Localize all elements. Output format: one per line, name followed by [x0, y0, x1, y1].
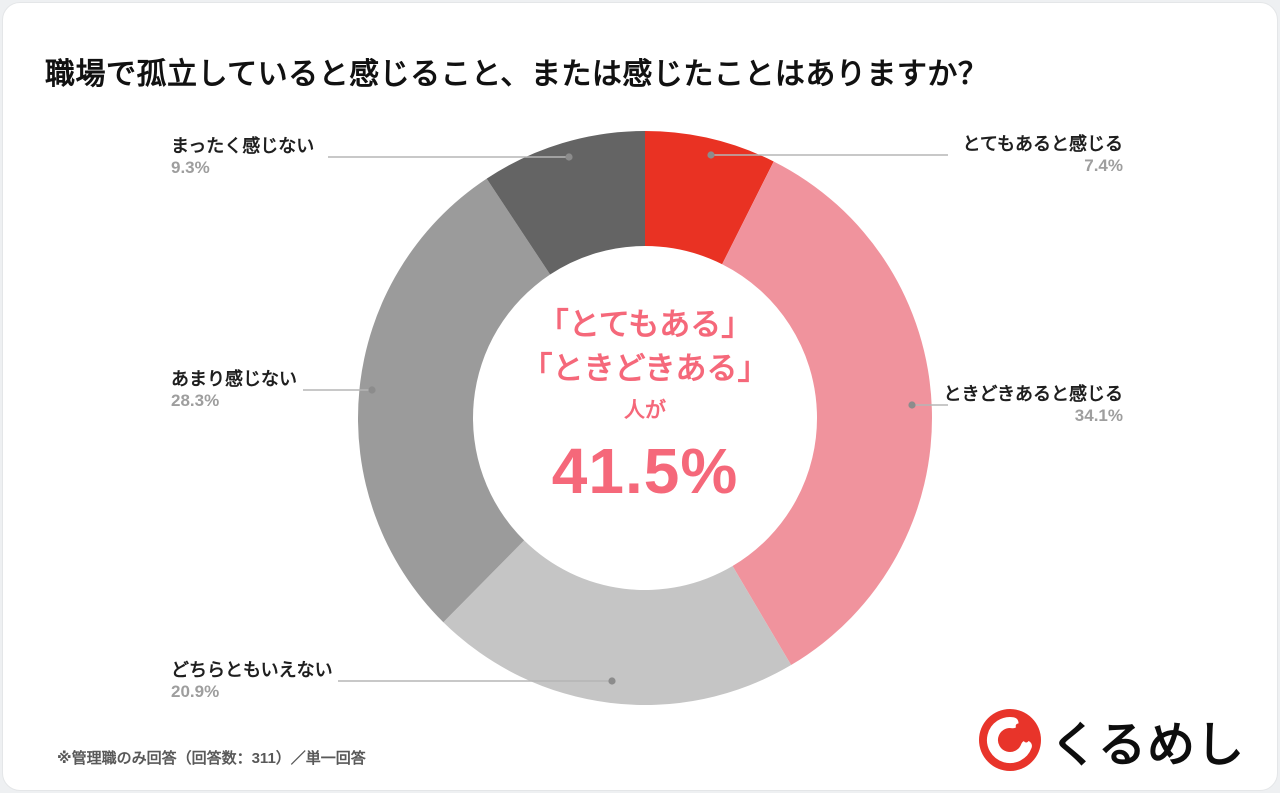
donut-segment-1	[722, 161, 932, 666]
segment-callout-very-much: とてもあると感じる 7.4%	[962, 133, 1123, 177]
segment-pct-text: 34.1%	[1074, 406, 1123, 425]
segment-callout-neither: どちらともいえない 20.9%	[171, 659, 333, 703]
segment-pct-text: 20.9%	[171, 682, 220, 701]
segment-pct-text: 7.4%	[1084, 156, 1123, 175]
center-line-2: 「ときどきある」	[521, 351, 769, 386]
leader-dot-3	[368, 386, 376, 394]
center-line-1: 「とてもある」	[537, 307, 753, 342]
logo-text: くるめし	[1049, 719, 1245, 772]
segment-label-text: ときどきあると感じる	[943, 384, 1123, 404]
segment-label-text: どちらともいえない	[171, 660, 333, 680]
segment-callout-never: まったく感じない 9.3%	[171, 135, 314, 179]
segment-label-text: あまり感じない	[171, 369, 297, 389]
center-line-3: 人が	[624, 399, 666, 422]
segment-label-text: とてもあると感じる	[962, 134, 1123, 154]
segment-label-text: まったく感じない	[171, 136, 315, 156]
leader-dot-4	[565, 153, 573, 161]
donut-segment-2	[443, 540, 792, 705]
donut-segment-4	[486, 131, 645, 275]
donut-center-summary: 「とてもある」 「ときどきある」 人が 41.5%	[455, 303, 835, 505]
segment-pct-text: 28.3%	[171, 391, 220, 410]
segment-callout-sometimes: ときどきあると感じる 34.1%	[944, 383, 1123, 427]
leader-dot-1	[908, 401, 916, 409]
center-total-percentage: 41.5%	[551, 435, 739, 507]
segment-pct-text: 9.3%	[171, 158, 210, 177]
footnote: ※管理職のみ回答（回答数：311）／単一回答	[57, 750, 366, 767]
donut-segment-3	[358, 178, 551, 623]
donut-segment-0	[645, 131, 774, 265]
leader-dot-0	[707, 151, 715, 159]
leader-dot-2	[608, 677, 616, 685]
logo-icon	[978, 709, 1041, 771]
page-title: 職場で孤立していると感じること、または感じたことはありますか？	[45, 58, 989, 91]
segment-callout-rarely: あまり感じない 28.3%	[171, 368, 297, 412]
logo: くるめし	[978, 705, 1245, 775]
